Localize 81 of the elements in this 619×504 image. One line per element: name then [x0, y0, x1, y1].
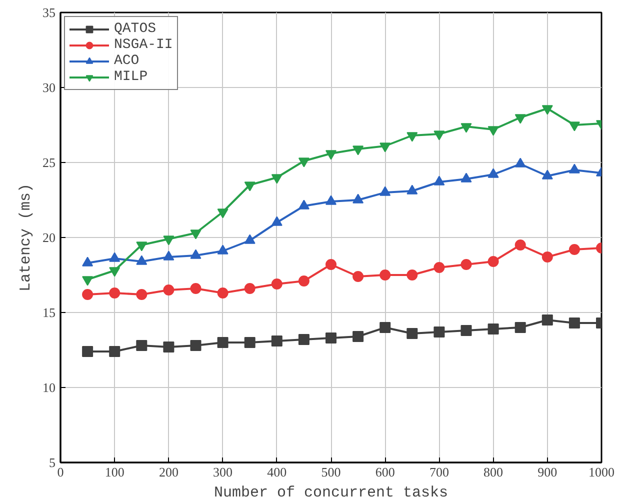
point [514, 114, 526, 124]
x-tick-label: 500 [321, 464, 341, 480]
point [217, 337, 228, 348]
point [406, 328, 418, 339]
legend-label: QATOS [114, 21, 156, 37]
point [298, 158, 310, 168]
x-tick-label: 900 [538, 464, 558, 480]
point [136, 289, 148, 300]
point [434, 262, 445, 273]
point [352, 331, 364, 342]
point [163, 342, 174, 352]
x-tick-label: 200 [158, 464, 178, 480]
point [271, 174, 282, 184]
point [568, 122, 580, 132]
point [190, 230, 202, 240]
point [298, 276, 310, 286]
y-tick-label: 15 [42, 305, 56, 320]
point [380, 142, 391, 152]
point [190, 283, 202, 294]
point [244, 283, 256, 294]
y-axis-title: Latency (ms) [18, 183, 34, 292]
point [298, 334, 310, 345]
point [326, 150, 336, 160]
y-tick-label: 35 [42, 5, 56, 20]
legend-label: ACO [114, 53, 140, 69]
point [568, 244, 580, 255]
point [136, 242, 148, 252]
point [190, 340, 202, 351]
point [217, 208, 228, 218]
point [542, 252, 553, 262]
point [488, 324, 499, 334]
point [109, 288, 120, 298]
x-tick-label: 100 [104, 464, 124, 480]
point [380, 322, 391, 333]
point [217, 288, 228, 298]
x-axis-title: Number of concurrent tasks [214, 484, 448, 502]
x-tick-label: 0 [57, 464, 64, 480]
x-tick-label: 700 [429, 464, 449, 480]
point [244, 337, 256, 348]
point [109, 346, 120, 357]
y-tick-label: 5 [49, 455, 56, 470]
x-tick-label: 1000 [588, 464, 614, 480]
point [326, 332, 336, 344]
point [163, 284, 174, 296]
point [352, 271, 364, 282]
point [514, 322, 526, 333]
point [488, 256, 499, 267]
point [136, 340, 148, 351]
point [488, 126, 499, 136]
point [82, 346, 94, 357]
point [352, 146, 364, 156]
point [434, 326, 445, 338]
point [380, 270, 391, 280]
point [271, 336, 282, 346]
point [460, 325, 472, 336]
point [82, 289, 94, 300]
y-tick-label: 10 [42, 380, 56, 395]
point [542, 105, 553, 115]
x-tick-label: 600 [375, 464, 395, 480]
point [514, 240, 526, 250]
point [82, 276, 94, 286]
y-tick-label: 25 [42, 155, 56, 170]
point [460, 123, 472, 133]
point [244, 182, 256, 192]
legend-label: MILP [114, 69, 148, 85]
x-tick-label: 300 [213, 464, 233, 480]
point [109, 267, 120, 277]
y-tick-label: 20 [42, 230, 56, 245]
point [434, 130, 445, 140]
point [460, 259, 472, 270]
point [326, 259, 336, 270]
point [163, 236, 174, 246]
x-tick-label: 400 [267, 464, 287, 480]
point [271, 278, 282, 290]
point [542, 314, 553, 326]
legend-label: NSGA-II [114, 37, 173, 53]
point [406, 270, 418, 280]
y-tick-label: 30 [42, 80, 56, 95]
x-tick-label: 800 [484, 464, 504, 480]
point [406, 132, 418, 142]
point [568, 318, 580, 328]
